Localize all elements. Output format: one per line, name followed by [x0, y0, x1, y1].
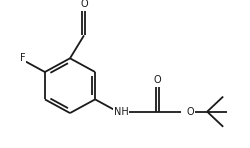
- Text: O: O: [80, 0, 88, 9]
- Text: O: O: [186, 107, 193, 117]
- Text: F: F: [20, 53, 26, 63]
- Text: O: O: [153, 75, 160, 86]
- Text: NH: NH: [113, 107, 128, 117]
